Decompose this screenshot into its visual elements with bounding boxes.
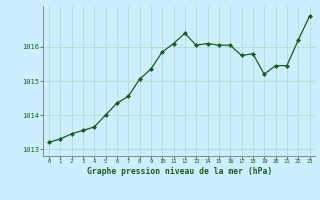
X-axis label: Graphe pression niveau de la mer (hPa): Graphe pression niveau de la mer (hPa) — [87, 167, 272, 176]
